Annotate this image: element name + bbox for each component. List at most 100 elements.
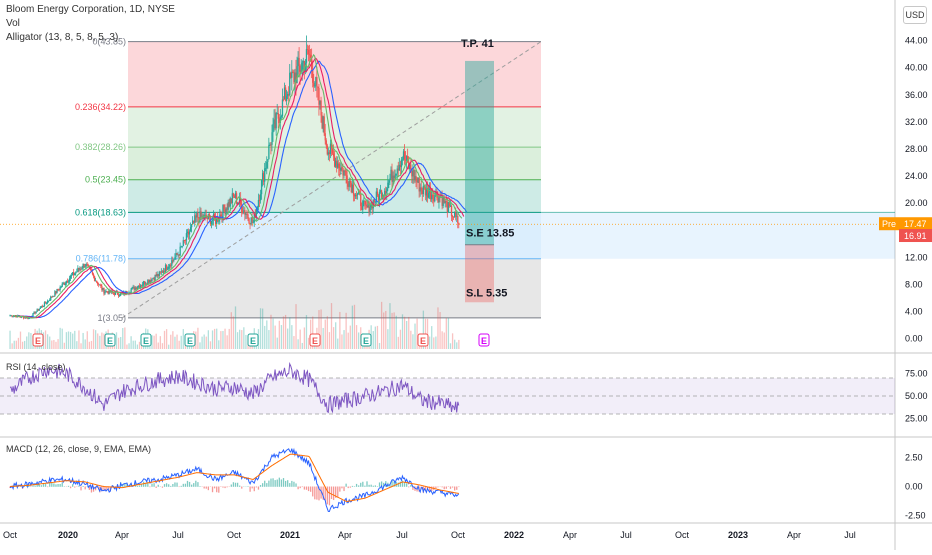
macd-histogram-bar [368, 485, 369, 487]
candle-body [248, 218, 249, 223]
macd-histogram-bar [70, 487, 71, 489]
volume-bar [158, 343, 159, 349]
volume-bar [18, 338, 19, 349]
candle-body [375, 202, 376, 203]
candle-body [212, 220, 213, 221]
last-price-label: 16.91 [904, 231, 927, 241]
fib-level-label: 0.786(11.78) [76, 254, 126, 264]
volume-bar [62, 329, 63, 349]
volume-bar [350, 326, 351, 349]
candle-body [360, 194, 361, 206]
price-tick-label: 20.00 [905, 198, 928, 208]
macd-histogram-bar [316, 487, 317, 500]
rsi-label: RSI (14, close) [6, 362, 66, 372]
macd-histogram-bar [277, 480, 278, 487]
candle-body [40, 308, 41, 309]
volume-bar [383, 313, 384, 349]
volume-bar [176, 335, 177, 349]
candle-body [100, 285, 101, 286]
macd-histogram-bar [356, 484, 357, 487]
volume-bar [53, 340, 54, 349]
candle-body [386, 188, 387, 193]
volume-bar [20, 332, 21, 349]
volume-bar [68, 331, 69, 349]
macd-histogram-bar [224, 487, 225, 489]
candle-body [106, 291, 107, 292]
price-tick-label: 40.00 [905, 63, 928, 73]
candle-body [282, 99, 283, 116]
candle-body [379, 192, 380, 201]
volume-bar [320, 309, 321, 349]
macd-histogram-bar [206, 487, 207, 489]
volume-bar [222, 331, 223, 349]
macd-histogram-bar [275, 480, 276, 487]
macd-histogram-bar [156, 487, 157, 488]
macd-histogram-bar [34, 486, 35, 487]
volume-bar [243, 327, 244, 349]
volume-bar [275, 326, 276, 349]
macd-signal-line [10, 454, 459, 501]
macd-histogram-bar [252, 487, 253, 489]
macd-histogram-bar [183, 484, 184, 487]
macd-histogram-bar [291, 481, 292, 487]
volume-bar [208, 330, 209, 349]
volume-bar [404, 317, 405, 349]
volume-bar [66, 332, 67, 349]
volume-bar [339, 312, 340, 349]
candle-body [57, 289, 58, 290]
macd-histogram-bar [297, 487, 298, 490]
candle-body [356, 195, 357, 196]
candle-body [97, 282, 98, 284]
macd-histogram-bar [41, 485, 42, 487]
time-axis-label: Apr [115, 530, 129, 540]
time-axis-label: Oct [451, 530, 466, 540]
macd-histogram-bar [331, 487, 332, 500]
volume-bar [272, 319, 273, 349]
volume-bar [283, 316, 284, 349]
candle-body [309, 54, 310, 55]
macd-histogram-bar [241, 487, 242, 489]
candle-body [85, 266, 86, 267]
price-tick-label: 12.00 [905, 252, 928, 262]
candle-body [281, 116, 282, 117]
volume-bar [335, 322, 336, 349]
candle-body [28, 318, 29, 319]
volume-bar [122, 328, 123, 349]
volume-bar [406, 321, 407, 349]
candle-body [421, 187, 422, 190]
volume-bar [87, 331, 88, 349]
macd-histogram-bar [185, 484, 186, 487]
volume-bar [241, 330, 242, 349]
volume-bar [458, 340, 459, 349]
macd-histogram-bar [279, 478, 280, 487]
candle-body [302, 63, 303, 71]
macd-histogram-bar [352, 486, 353, 487]
pre-price-label: 17.47 [904, 219, 927, 229]
volume-bar [197, 328, 198, 349]
macd-histogram-bar [272, 478, 273, 487]
pre-tag: Pre [882, 219, 896, 229]
candle-body [457, 216, 458, 223]
candle-body [401, 160, 402, 167]
currency-button[interactable]: USD [903, 6, 927, 24]
macd-histogram-bar [283, 478, 284, 487]
candle-body [96, 281, 97, 282]
volume-bar [442, 331, 443, 349]
volume-bar [162, 343, 163, 349]
macd-histogram-bar [216, 487, 217, 493]
volume-bar [85, 339, 86, 349]
volume-bar [166, 329, 167, 349]
earnings-marker-label: E [250, 336, 256, 346]
candle-body [404, 151, 405, 159]
volume-bar [279, 321, 280, 349]
macd-histogram-bar [191, 485, 192, 487]
volume-bar [168, 345, 169, 349]
candle-body [58, 290, 59, 291]
macd-histogram-bar [153, 483, 154, 487]
volume-bar [297, 339, 298, 349]
macd-histogram-bar [456, 487, 457, 490]
candle-body [11, 315, 12, 316]
volume-bar [28, 332, 29, 349]
